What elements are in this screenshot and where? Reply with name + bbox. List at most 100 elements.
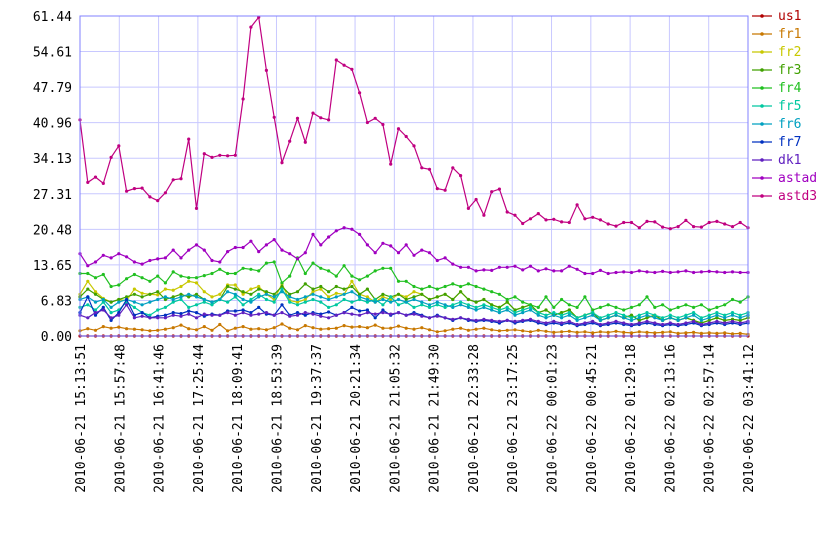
data-point bbox=[350, 274, 354, 278]
data-point bbox=[552, 313, 556, 317]
data-point bbox=[622, 321, 626, 325]
data-point bbox=[692, 319, 696, 323]
data-point bbox=[490, 303, 494, 307]
data-point bbox=[567, 308, 571, 312]
data-point bbox=[435, 300, 439, 304]
data-point bbox=[606, 271, 610, 276]
data-point bbox=[396, 251, 401, 255]
data-point bbox=[637, 318, 641, 322]
data-point bbox=[226, 311, 230, 315]
data-point bbox=[645, 316, 649, 320]
data-point bbox=[567, 303, 571, 307]
data-point bbox=[583, 316, 587, 320]
data-point bbox=[148, 329, 152, 333]
data-point bbox=[443, 292, 447, 296]
data-point bbox=[93, 276, 98, 280]
data-point bbox=[622, 270, 626, 274]
data-point bbox=[334, 229, 338, 233]
data-point bbox=[451, 317, 455, 321]
data-point bbox=[723, 222, 727, 226]
data-point bbox=[420, 326, 424, 330]
series-astd3 bbox=[78, 15, 750, 231]
legend-marker bbox=[760, 122, 764, 126]
data-point bbox=[622, 330, 626, 334]
data-point bbox=[358, 295, 362, 299]
data-point bbox=[598, 268, 603, 272]
legend-label: astad bbox=[778, 171, 817, 186]
data-point bbox=[342, 324, 346, 328]
data-point bbox=[552, 330, 556, 334]
data-point bbox=[606, 321, 610, 325]
data-point bbox=[427, 305, 432, 309]
legend-label: fr2 bbox=[778, 45, 801, 60]
x-tick-label: 2010-06-22 03:41:12 bbox=[742, 344, 757, 493]
data-point bbox=[156, 274, 160, 278]
data-point bbox=[560, 330, 564, 334]
x-tick-label: 2010-06-22 02:57:14 bbox=[703, 344, 718, 493]
data-point bbox=[101, 325, 105, 329]
data-point bbox=[148, 300, 152, 304]
legend-label: fr5 bbox=[778, 99, 801, 114]
x-tick-label: 2010-06-21 15:13:51 bbox=[74, 344, 89, 493]
data-point bbox=[381, 297, 385, 302]
data-point bbox=[513, 313, 517, 317]
data-point bbox=[699, 270, 704, 274]
data-point bbox=[567, 311, 571, 315]
data-point bbox=[132, 327, 136, 331]
data-point bbox=[381, 241, 385, 245]
data-point bbox=[373, 251, 377, 255]
data-point bbox=[249, 300, 253, 304]
data-point bbox=[451, 262, 455, 266]
data-point bbox=[505, 328, 509, 332]
data-point bbox=[288, 274, 292, 278]
data-point bbox=[125, 255, 129, 259]
legend-marker bbox=[760, 32, 764, 36]
data-point bbox=[373, 312, 377, 316]
data-point bbox=[668, 270, 672, 275]
data-point bbox=[148, 258, 152, 263]
data-point bbox=[544, 321, 548, 325]
data-point bbox=[187, 137, 191, 141]
data-point bbox=[497, 319, 501, 323]
data-point bbox=[443, 305, 447, 309]
data-point bbox=[132, 260, 136, 264]
data-point bbox=[194, 295, 199, 299]
data-point bbox=[661, 318, 665, 322]
data-point bbox=[125, 277, 129, 281]
data-point bbox=[163, 313, 167, 317]
data-point bbox=[303, 271, 307, 276]
data-point bbox=[311, 290, 315, 294]
data-point bbox=[272, 326, 276, 330]
data-point bbox=[109, 311, 113, 315]
data-point bbox=[334, 284, 338, 289]
data-point bbox=[497, 305, 501, 309]
data-point bbox=[692, 225, 696, 229]
data-point bbox=[249, 311, 253, 315]
data-point bbox=[715, 313, 719, 317]
data-point bbox=[482, 297, 486, 302]
data-point bbox=[241, 97, 245, 101]
data-point bbox=[148, 316, 152, 320]
data-point bbox=[606, 330, 610, 334]
data-point bbox=[474, 197, 478, 202]
data-point bbox=[350, 300, 354, 304]
data-point bbox=[435, 258, 439, 263]
series-fr6 bbox=[78, 290, 750, 322]
data-point bbox=[125, 295, 129, 299]
data-point bbox=[264, 261, 268, 265]
x-tick-label: 2010-06-21 21:05:32 bbox=[388, 344, 403, 493]
data-point bbox=[226, 250, 230, 254]
data-point bbox=[528, 308, 533, 312]
data-point bbox=[233, 292, 237, 296]
data-point bbox=[358, 232, 362, 236]
data-point bbox=[404, 134, 408, 139]
data-point bbox=[179, 177, 183, 181]
data-point bbox=[163, 297, 167, 302]
data-point bbox=[93, 308, 98, 312]
data-point bbox=[101, 253, 105, 257]
data-point bbox=[280, 161, 284, 165]
data-point bbox=[536, 313, 540, 317]
data-point bbox=[163, 305, 167, 309]
data-point bbox=[738, 300, 742, 304]
data-point bbox=[327, 305, 331, 309]
